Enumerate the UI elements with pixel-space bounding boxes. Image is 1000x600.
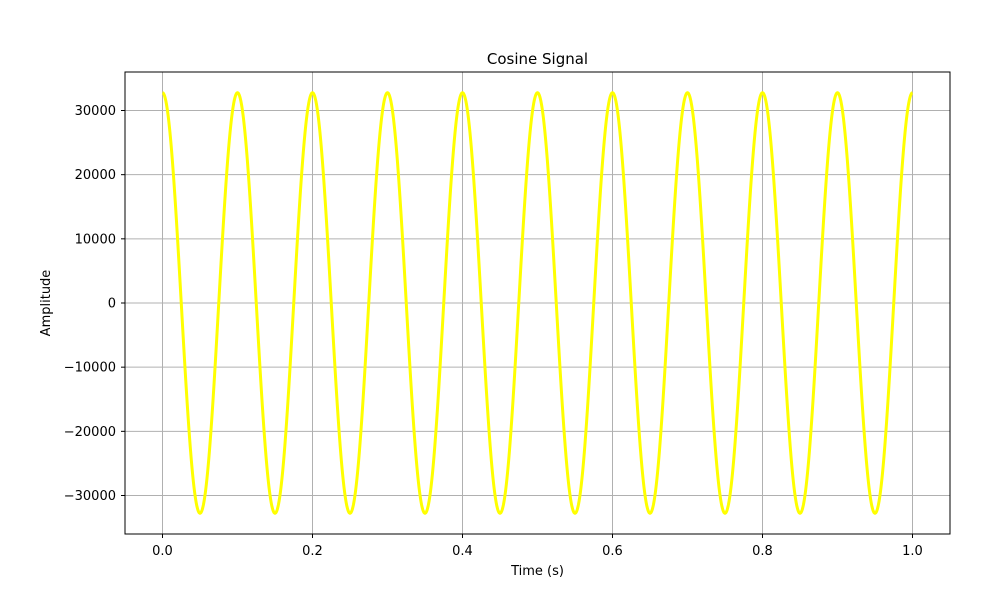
y-tick-label: 0: [108, 297, 116, 312]
y-axis-label: Amplitude: [39, 270, 54, 337]
grid-lines: [125, 72, 950, 534]
y-tick-label: −30000: [64, 489, 116, 504]
y-tick-label: 20000: [75, 168, 116, 183]
x-tick-label: 0.6: [602, 544, 623, 559]
x-tick-label: 0.2: [302, 544, 323, 559]
chart-title: Cosine Signal: [487, 50, 588, 68]
x-tick-label: 0.4: [452, 544, 473, 559]
x-tick-label: 1.0: [902, 544, 923, 559]
x-tick-label: 0.8: [752, 544, 773, 559]
cosine-series-line: [161, 91, 914, 515]
series-layer: [161, 91, 914, 515]
x-tick-label: 0.0: [152, 544, 173, 559]
y-tick-label: 10000: [75, 232, 116, 247]
y-tick-label: −10000: [64, 361, 116, 376]
x-axis-ticks: 0.0 0.2 0.4 0.6 0.8 1.0: [152, 534, 923, 559]
y-axis-ticks: 30000 20000 10000 0 −10000 −20000 −30000: [64, 104, 125, 504]
y-tick-label: 30000: [75, 104, 116, 119]
y-tick-label: −20000: [64, 425, 116, 440]
x-axis-label: Time (s): [510, 564, 564, 579]
